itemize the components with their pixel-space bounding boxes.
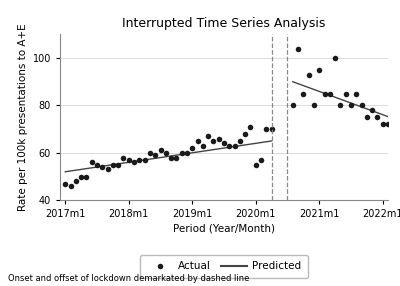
Point [168, 155, 174, 160]
Point [178, 150, 185, 155]
Point [67, 184, 74, 188]
Point [210, 139, 217, 143]
Point [110, 162, 116, 167]
Point [104, 167, 111, 172]
Point [173, 155, 180, 160]
Point [342, 91, 349, 96]
Point [290, 103, 296, 108]
Legend: Actual, Predicted: Actual, Predicted [140, 255, 308, 278]
Point [300, 91, 306, 96]
Point [258, 158, 264, 162]
Point [252, 162, 259, 167]
Point [353, 91, 360, 96]
Point [306, 72, 312, 77]
Point [263, 127, 270, 131]
Point [316, 67, 322, 72]
Point [83, 174, 90, 179]
Point [184, 150, 190, 155]
Point [268, 127, 275, 131]
Point [226, 143, 232, 148]
Point [364, 115, 370, 120]
Title: Interrupted Time Series Analysis: Interrupted Time Series Analysis [122, 17, 326, 30]
Text: Onset and offset of lockdown demarkated by dashed line: Onset and offset of lockdown demarkated … [8, 274, 249, 283]
Point [348, 103, 354, 108]
Point [73, 179, 79, 184]
Point [231, 143, 238, 148]
Point [152, 153, 158, 158]
Point [327, 91, 333, 96]
Point [358, 103, 365, 108]
Point [237, 139, 243, 143]
Point [247, 124, 254, 129]
Point [332, 56, 338, 60]
Point [385, 122, 391, 127]
Point [142, 158, 148, 162]
Point [380, 122, 386, 127]
Point [99, 165, 106, 169]
Point [311, 103, 317, 108]
Point [242, 132, 248, 136]
Point [216, 136, 222, 141]
Point [78, 174, 84, 179]
Point [120, 155, 127, 160]
Point [88, 160, 95, 164]
Point [321, 91, 328, 96]
Point [221, 141, 227, 146]
Point [194, 139, 201, 143]
Point [189, 146, 196, 150]
Y-axis label: Rate per 100k presentations to A+E: Rate per 100k presentations to A+E [18, 23, 28, 211]
Point [374, 115, 381, 120]
Point [115, 162, 121, 167]
Point [157, 148, 164, 153]
Point [136, 158, 142, 162]
Point [369, 108, 375, 112]
X-axis label: Period (Year/Month): Period (Year/Month) [173, 223, 275, 233]
Point [131, 160, 137, 164]
Point [94, 162, 100, 167]
Point [147, 150, 153, 155]
Point [295, 46, 301, 51]
Point [395, 103, 400, 108]
Point [337, 103, 344, 108]
Point [205, 134, 211, 138]
Point [126, 158, 132, 162]
Point [163, 150, 169, 155]
Point [390, 139, 396, 143]
Point [200, 143, 206, 148]
Point [62, 181, 68, 186]
